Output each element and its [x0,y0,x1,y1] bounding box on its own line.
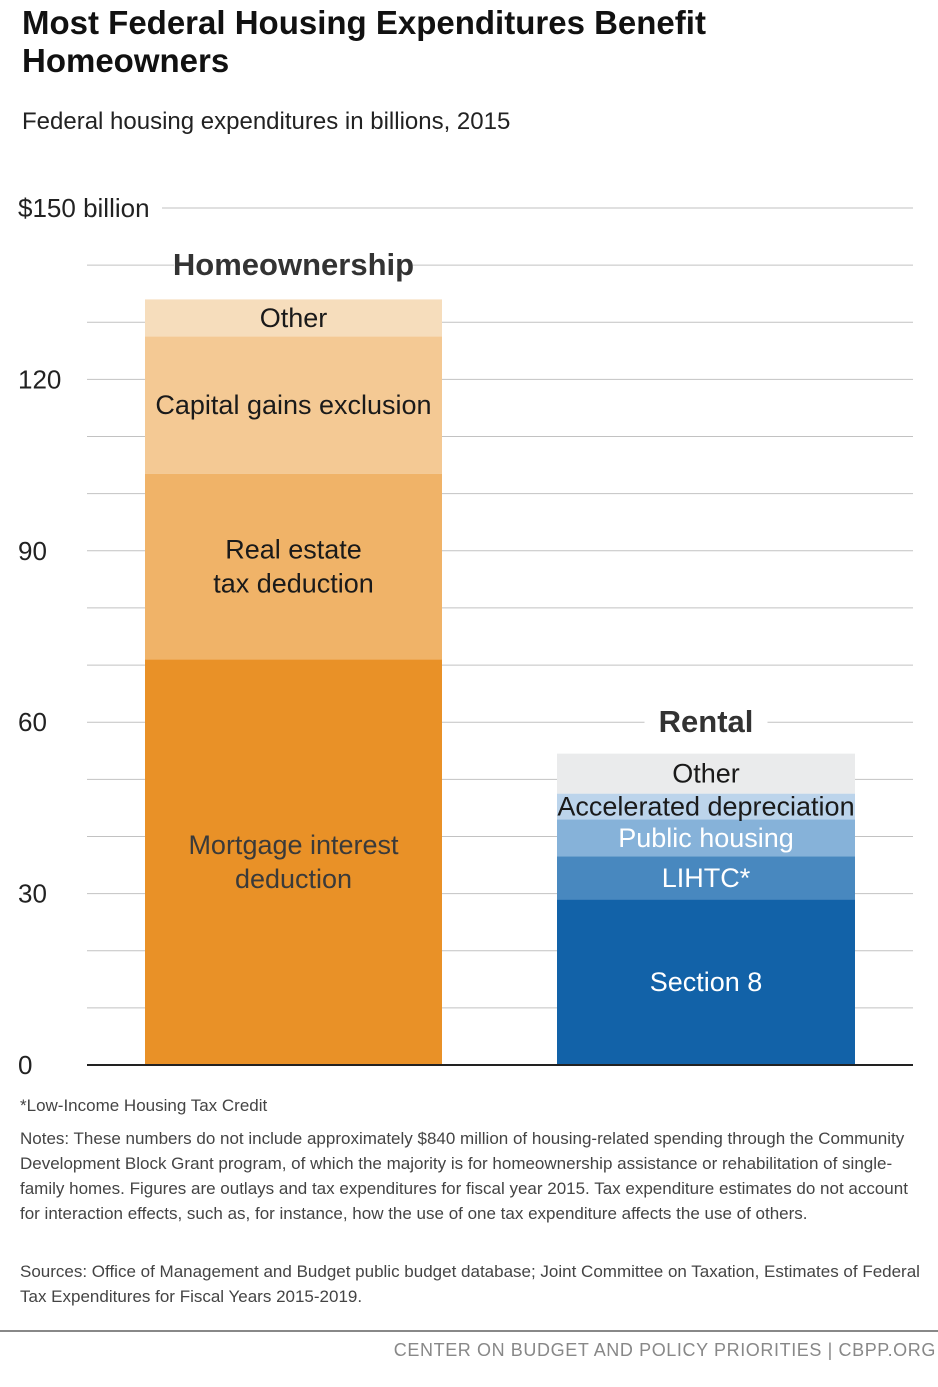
category-label-background [174,243,413,284]
notes-text: Notes: These numbers do not include appr… [20,1129,908,1223]
y-tick-label: 30 [18,879,47,909]
bar-segment [557,899,855,1065]
segment-label: tax deduction [213,569,374,599]
bar-segment [145,299,442,337]
segment-label: Capital gains exclusion [155,390,431,420]
category-label: Rental [659,704,754,739]
bar-segment [557,856,855,900]
segment-label: Real estate [225,535,362,565]
y-tick-label: 90 [18,536,47,566]
segment-label: Other [672,759,740,789]
y-tick-label: $150 billion [18,193,150,223]
segment-label: Other [260,303,328,333]
bar-segment [145,659,442,1065]
segment-label: Public housing [618,823,794,853]
segment-label: LIHTC* [662,863,751,893]
segment-label: deduction [235,864,352,894]
bar-segment [557,753,855,794]
chart-title: Most Federal Housing Expenditures Benefi… [22,4,706,79]
bar-segment [145,473,442,660]
y-tick-label: 120 [18,364,61,394]
y-tick-label: 0 [18,1050,32,1080]
footnote-lihtc: *Low-Income Housing Tax Credit [20,1096,268,1115]
chart-subtitle: Federal housing expenditures in billions… [22,108,511,135]
category-label: Homeownership [173,247,414,282]
segment-label: Mortgage interest [188,830,399,860]
bar-segment [557,793,855,820]
sources-text: Sources: Office of Management and Budget… [20,1262,920,1306]
footer-credit: CENTER ON BUDGET AND POLICY PRIORITIES |… [393,1340,936,1360]
y-tick-label: 60 [18,707,47,737]
bar-segment [557,819,855,857]
segment-label: Accelerated depreciation [557,791,854,821]
footer-divider [0,1330,938,1332]
segment-label: Section 8 [650,967,763,997]
bar-segment [145,336,442,474]
category-label-background [644,700,768,741]
stacked-bar-chart: 0 30 60 90 120 $150 billion Mortgage interest d… [18,193,913,1080]
